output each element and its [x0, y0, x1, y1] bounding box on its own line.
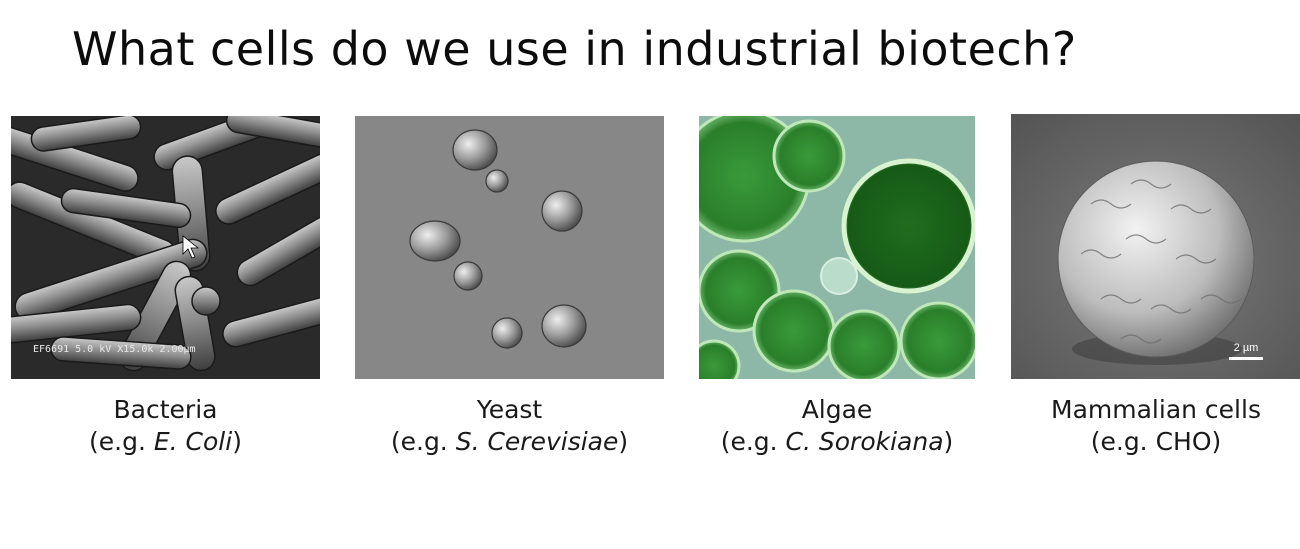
mammalian-cell-image: 2 µm: [1011, 114, 1300, 379]
species-name: E. Coli: [153, 427, 233, 456]
species-name: C. Sorokiana: [785, 427, 944, 456]
slide-title: What cells do we use in industrial biote…: [72, 22, 1077, 76]
species-name: S. Cerevisiae: [455, 427, 619, 456]
cell-example: (e.g. C. Sorokiana): [720, 427, 954, 456]
yeast-image: [355, 116, 664, 379]
micrograph-label: EF6691 5.0 kV X15.0k 2.00µm: [33, 344, 196, 355]
scale-bar-label: 2 µm: [1234, 342, 1259, 354]
yeast-micrograph-icon: [355, 116, 664, 379]
cell-type-name: Bacteria: [113, 395, 218, 424]
cell-type-name: Mammalian cells: [1051, 395, 1261, 424]
cell-type-name: Yeast: [476, 395, 543, 424]
bacteria-image: EF6691 5.0 kV X15.0k 2.00µm: [11, 116, 320, 379]
mouse-cursor-icon: [182, 235, 200, 259]
caption-bacteria: Bacteria (e.g. E. Coli): [11, 394, 320, 458]
caption-algae: Algae (e.g. C. Sorokiana): [692, 394, 982, 458]
algae-micrograph-icon: [699, 116, 975, 379]
cell-example: (e.g. E. Coli): [89, 427, 242, 456]
mammalian-cell-micrograph-icon: 2 µm: [1011, 114, 1300, 379]
algae-image: [699, 116, 975, 379]
cell-example: (e.g. S. Cerevisiae): [390, 427, 629, 456]
caption-mammalian: Mammalian cells (e.g. CHO): [1011, 394, 1300, 458]
bacteria-micrograph-icon: EF6691 5.0 kV X15.0k 2.00µm: [11, 116, 320, 379]
cell-type-name: Algae: [801, 395, 873, 424]
caption-yeast: Yeast (e.g. S. Cerevisiae): [355, 394, 664, 458]
scale-bar: [1229, 357, 1263, 360]
cell-example: (e.g. CHO): [1090, 427, 1222, 456]
